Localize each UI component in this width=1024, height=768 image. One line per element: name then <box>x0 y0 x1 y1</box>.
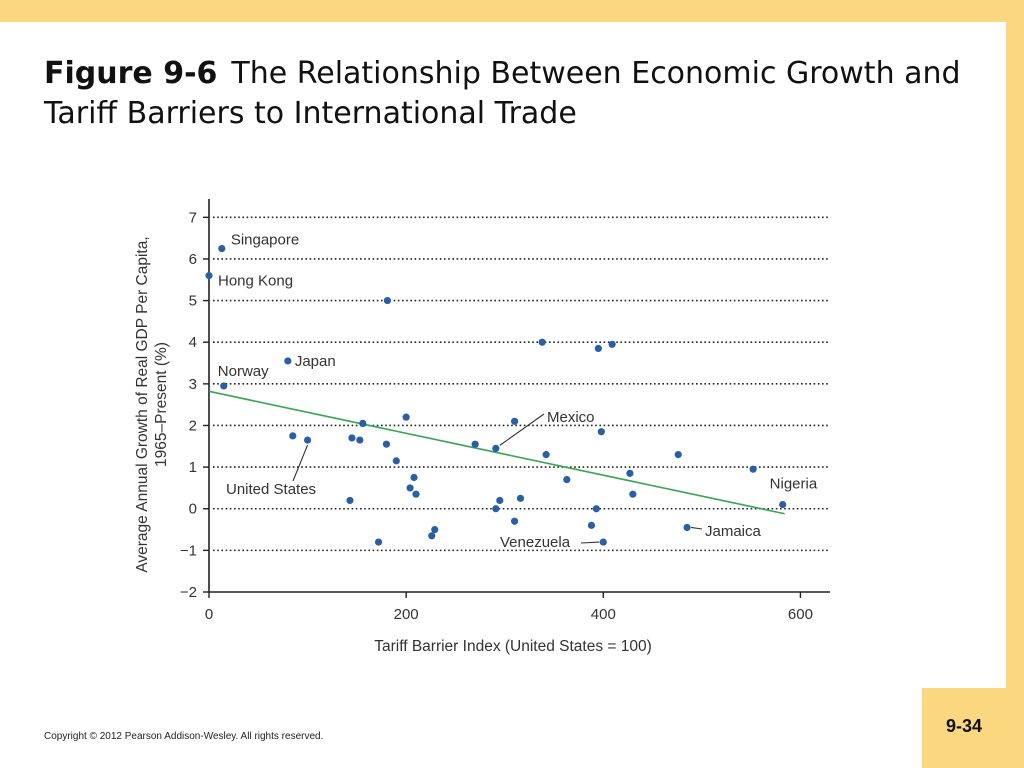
data-point <box>383 296 392 305</box>
data-point <box>382 440 391 448</box>
data-point <box>492 444 500 452</box>
annotation-leader <box>580 541 600 544</box>
data-point <box>220 382 228 390</box>
annotation-label: United States <box>226 481 316 498</box>
x-tick-label: 400 <box>591 606 616 623</box>
annotation-label: Jamaica <box>705 523 762 540</box>
x-axis-label: Tariff Barrier Index (United States = 10… <box>374 638 652 655</box>
data-point <box>629 490 637 498</box>
trend-line <box>208 390 785 515</box>
y-tick-label: 5 <box>189 293 197 310</box>
data-point <box>348 434 356 442</box>
annotation-label: Hong Kong <box>218 273 293 290</box>
page-number: 9-34 <box>945 716 983 736</box>
scatter-chart: −2 −1 0 1 2 3 4 5 6 7 0 200 400 600 Singapore Hong Kon… <box>134 199 830 655</box>
data-point <box>431 525 439 534</box>
data-point <box>587 521 596 529</box>
y-axis-label-line1: Average Annual Growth of Real GDP Per Ca… <box>134 236 151 572</box>
data-point <box>410 473 418 482</box>
data-point <box>516 494 525 502</box>
data-point <box>592 505 600 513</box>
page-number-box: 9-34 <box>922 688 1006 768</box>
annotation-label: Mexico <box>547 409 595 426</box>
data-point <box>218 244 226 253</box>
data-point <box>626 469 634 477</box>
y-tick-label: 3 <box>189 376 197 393</box>
data-point <box>346 496 354 505</box>
data-point <box>674 451 682 459</box>
annotation-label: Venezuela <box>500 534 571 551</box>
annotation-leader <box>690 526 703 530</box>
data-point <box>599 538 607 546</box>
top-banner <box>0 0 1024 22</box>
annotation-label: Nigeria <box>770 476 818 493</box>
data-point <box>608 340 616 348</box>
copyright-notice: Copyright © 2012 Pearson Addison-Wesley.… <box>44 731 324 742</box>
data-point <box>563 475 571 484</box>
figure-number: Figure 9-6 <box>44 56 218 91</box>
data-point <box>683 523 691 532</box>
data-point <box>392 457 400 465</box>
annotation-label: Norway <box>218 363 269 380</box>
data-point <box>359 419 367 427</box>
data-point <box>374 538 383 546</box>
y-tick-label: 4 <box>189 334 197 351</box>
figure-title: The Relationship Between Economic Growth… <box>44 56 961 131</box>
data-point <box>289 432 297 440</box>
country-annotations: Singapore Hong Kong Norway Japan United Stat… <box>218 232 818 551</box>
y-tick-label: 2 <box>189 417 197 434</box>
trend-line-group <box>208 390 785 515</box>
x-tick-label: 600 <box>788 606 813 623</box>
data-point <box>303 436 312 444</box>
y-tick-label: −1 <box>180 542 197 559</box>
right-banner <box>1006 0 1024 768</box>
y-tick-label: 0 <box>189 501 197 518</box>
slide-title: Figure 9-6 The Relationship Between Econo… <box>44 54 984 134</box>
annotation-label: Singapore <box>231 232 299 249</box>
tick-labels: −2 −1 0 1 2 3 4 5 6 7 0 200 400 600 <box>180 209 813 623</box>
data-points <box>205 244 787 546</box>
data-point <box>412 490 420 498</box>
x-tick-label: 200 <box>394 606 419 623</box>
data-point <box>205 272 213 280</box>
data-point <box>749 465 757 473</box>
data-point <box>471 440 479 448</box>
annotation-label: Japan <box>295 353 336 370</box>
data-point <box>542 451 550 459</box>
x-tick-label: 0 <box>205 606 213 623</box>
data-point <box>594 344 602 353</box>
data-point <box>284 357 292 365</box>
data-point <box>779 500 787 509</box>
data-point <box>510 417 519 425</box>
axes <box>203 199 830 598</box>
data-point <box>406 484 414 492</box>
y-tick-label: 1 <box>189 459 197 476</box>
y-tick-label: −2 <box>180 584 197 601</box>
y-tick-label: 7 <box>189 209 197 226</box>
data-point <box>538 338 546 346</box>
data-point <box>496 496 504 505</box>
y-axis-label-line2: 1965–Present (%) <box>153 342 170 467</box>
data-point <box>597 428 605 436</box>
data-point <box>402 413 410 421</box>
annotation-leader <box>499 413 545 446</box>
y-tick-label: 6 <box>189 251 197 268</box>
data-point <box>356 436 364 444</box>
data-point <box>428 532 436 540</box>
data-point <box>492 505 500 513</box>
annotation-leader <box>292 444 309 482</box>
data-point <box>510 517 519 525</box>
